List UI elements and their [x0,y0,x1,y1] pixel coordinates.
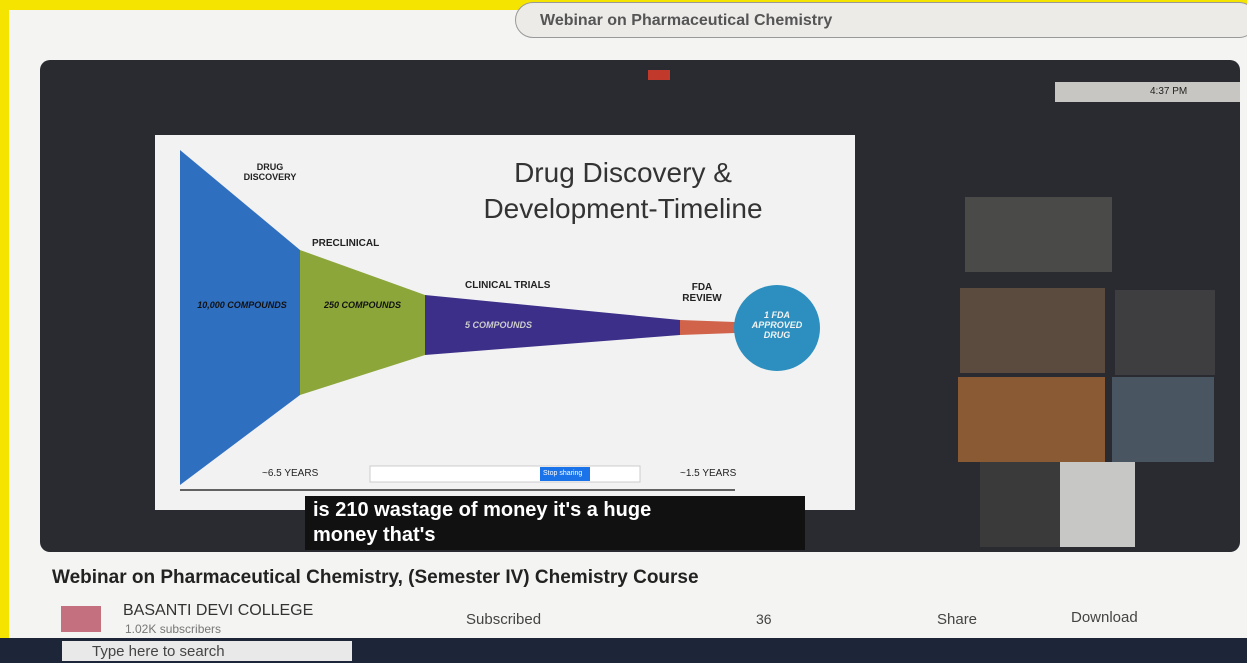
stage-label: DRUG DISCOVERY [243,162,297,182]
funnel-review [680,320,735,335]
approved-drug [734,285,820,371]
taskbar-search-box[interactable] [62,641,352,661]
frame-edge [0,0,9,663]
stage-label: PRECLINICAL [312,238,380,249]
funnel-clinical [425,295,680,355]
compound-label: 10,000 COMPOUNDS [197,300,287,310]
like-count[interactable]: 36 [756,611,772,627]
stage-label: FDA REVIEW [682,282,722,304]
subscribe-button[interactable]: Subscribed [466,611,542,628]
video-title: Webinar on Pharmaceutical Chemistry, (Se… [52,567,699,588]
caption-box [305,496,805,550]
compound-label: 250 COMPOUNDS [323,300,402,310]
compound-label: 5 COMPOUNDS [465,320,533,330]
participant-tile [965,197,1112,272]
taskbar-search-text: Type here to search [92,643,225,660]
stage-label: CLINICAL TRIALS [465,280,551,291]
share-bar [369,465,641,483]
participant-tile [1112,377,1214,462]
participant-tile [980,462,1060,547]
search-box[interactable] [515,2,1247,38]
caption-line: is 210 wastage of money it's a huge [313,499,652,521]
funnel-preclinical [300,250,425,395]
participant-tile [1060,462,1135,547]
slide-title-line: Development-Timeline [483,193,763,224]
caption-line: money that's [313,524,436,546]
participant-tile [958,377,1105,462]
participant-tile [1115,290,1215,375]
duration-label: ~1.5 YEARS [680,468,737,479]
funnel-discovery [180,150,300,485]
channel-avatar[interactable] [61,606,101,632]
channel-name[interactable]: BASANTI DEVI COLLEGE [123,602,314,619]
share-button[interactable]: Share [937,611,978,628]
caption: is 210 wastage of money it's a huge mone… [313,498,651,548]
slide-title: Drug Discovery & Development-Timeline [433,155,813,227]
compound-label: 1 FDA APPROVED DRUG [751,310,803,340]
subscriber-count: 1.02K subscribers [125,622,222,636]
share-indicator [648,70,670,80]
download-button[interactable]: Download [1071,609,1138,626]
stop-sharing-text: Stop sharing [543,470,583,477]
slide-title-line: Drug Discovery & [514,157,732,188]
stop-sharing-button[interactable] [540,467,590,481]
participant-tile [960,288,1105,373]
duration-label: ~6.5 YEARS [262,468,319,479]
search-text: Webinar on Pharmaceutical Chemistry [540,12,833,29]
system-tray [1055,82,1240,102]
clock: 4:37 PM [1150,86,1188,97]
